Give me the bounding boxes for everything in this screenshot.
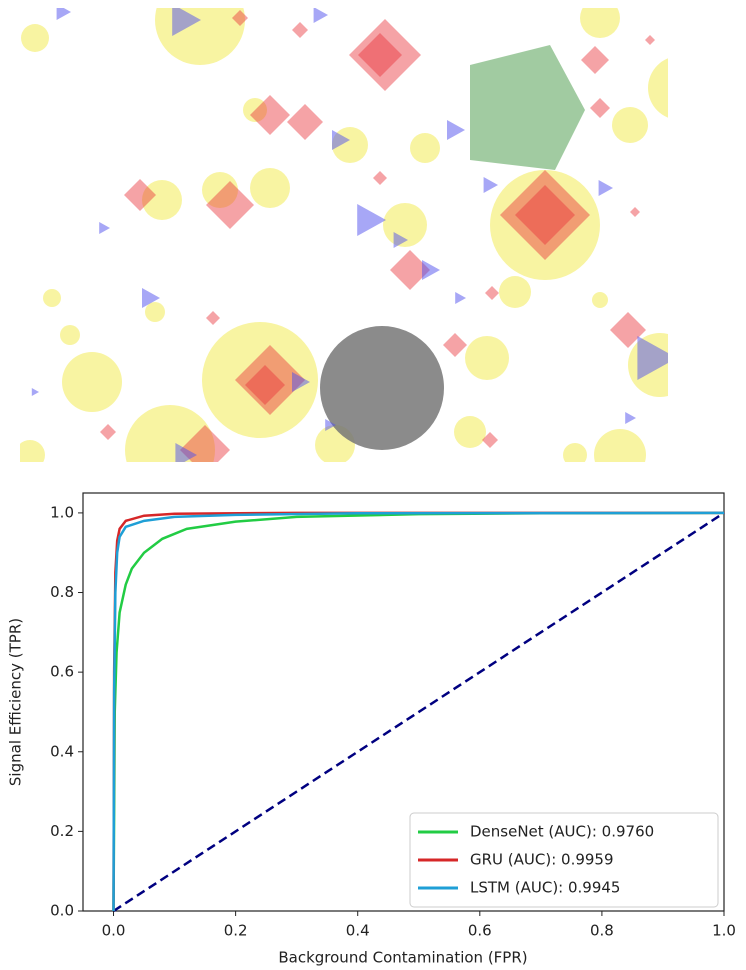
marker-triangle bbox=[393, 232, 408, 248]
marker-triangle bbox=[598, 180, 613, 196]
marker-diamond bbox=[358, 33, 402, 77]
marker-circle bbox=[410, 133, 440, 163]
marker-circle bbox=[243, 98, 267, 122]
marker-triangle bbox=[325, 419, 336, 431]
x-tick-label: 0.2 bbox=[224, 922, 248, 940]
legend-box bbox=[409, 812, 719, 908]
event-display bbox=[20, 8, 710, 462]
marker-triangle bbox=[56, 8, 71, 20]
x-tick-label: 1.0 bbox=[712, 922, 736, 940]
marker-diamond bbox=[124, 179, 156, 211]
marker-triangle bbox=[142, 288, 160, 308]
marker-triangle bbox=[313, 8, 328, 23]
marker-circle bbox=[490, 170, 600, 280]
marker-circle bbox=[612, 107, 648, 143]
marker-diamond bbox=[373, 171, 387, 185]
marker-circle bbox=[155, 8, 245, 65]
marker-diamond bbox=[206, 181, 254, 229]
marker-circle bbox=[648, 58, 668, 118]
marker-circle bbox=[145, 302, 165, 322]
marker-triangle bbox=[483, 177, 498, 193]
plot-frame bbox=[82, 492, 725, 912]
shapes bbox=[20, 8, 710, 462]
marker-diamond bbox=[610, 312, 646, 348]
legend-label: GRU (AUC): 0.9959 bbox=[470, 851, 614, 869]
marker-triangle bbox=[31, 388, 39, 396]
marker-triangle bbox=[625, 412, 636, 424]
marker-diamond bbox=[470, 45, 585, 170]
marker-triangle bbox=[422, 260, 440, 280]
marker-circle bbox=[21, 24, 49, 52]
roc-line bbox=[112, 511, 725, 912]
marker-circle bbox=[690, 30, 710, 50]
marker-triangle bbox=[332, 130, 350, 150]
x-tick-label: 0.6 bbox=[468, 922, 492, 940]
marker-triangle bbox=[637, 336, 668, 380]
marker-circle bbox=[454, 416, 486, 448]
y-axis-label: Signal Efficiency (TPR) bbox=[7, 618, 25, 786]
marker-circle bbox=[592, 292, 608, 308]
y-tick-label: 0.6 bbox=[50, 663, 74, 681]
marker-circle bbox=[202, 172, 238, 208]
marker-circle bbox=[62, 352, 122, 412]
marker-diamond bbox=[245, 365, 285, 405]
y-tick-label: 0.2 bbox=[50, 822, 74, 840]
marker-triangle bbox=[292, 372, 310, 392]
x-tick-label: 0.8 bbox=[590, 922, 614, 940]
marker-diamond bbox=[515, 185, 575, 245]
marker-triangle bbox=[357, 204, 386, 236]
marker-circle bbox=[142, 180, 182, 220]
y-tick-label: 1.0 bbox=[50, 503, 74, 521]
marker-diamond bbox=[232, 10, 248, 26]
marker-circle bbox=[580, 8, 620, 38]
marker-diamond bbox=[292, 22, 308, 38]
marker-diamond bbox=[206, 311, 220, 325]
marker-triangle bbox=[447, 120, 465, 140]
marker-diamond bbox=[485, 286, 499, 300]
marker-diamond bbox=[500, 170, 590, 260]
roc-line bbox=[112, 511, 725, 912]
marker-diamond bbox=[349, 19, 421, 91]
marker-diamond bbox=[482, 432, 498, 448]
marker-circle bbox=[594, 429, 646, 462]
marker-circle bbox=[499, 276, 531, 308]
y-tick-label: 0.8 bbox=[50, 583, 74, 601]
marker-diamond bbox=[630, 207, 640, 217]
marker-circle bbox=[20, 440, 45, 462]
legend-label: LSTM (AUC): 0.9945 bbox=[470, 879, 620, 897]
marker-triangle bbox=[172, 8, 201, 36]
reference-line bbox=[112, 511, 725, 913]
marker-triangle bbox=[175, 443, 197, 462]
marker-diamond bbox=[645, 35, 655, 45]
marker-circle bbox=[465, 336, 509, 380]
x-tick-label: 0.0 bbox=[102, 922, 126, 940]
marker-circle bbox=[202, 322, 318, 438]
legend-label: DenseNet (AUC): 0.9760 bbox=[470, 823, 654, 841]
marker-circle bbox=[250, 168, 290, 208]
marker-circle bbox=[563, 443, 587, 462]
marker-diamond bbox=[250, 95, 290, 135]
y-tick-label: 0.0 bbox=[50, 902, 74, 920]
x-tick-label: 0.4 bbox=[346, 922, 370, 940]
marker-diamond bbox=[390, 250, 430, 290]
marker-diamond bbox=[287, 104, 323, 140]
marker-diamond bbox=[590, 98, 610, 118]
marker-diamond bbox=[443, 333, 467, 357]
marker-circle bbox=[60, 325, 80, 345]
marker-diamond bbox=[100, 424, 116, 440]
x-axis-label: Background Contamination (FPR) bbox=[278, 949, 527, 967]
marker-circle bbox=[320, 326, 444, 450]
y-tick-label: 0.4 bbox=[50, 742, 74, 760]
marker-circle bbox=[125, 405, 215, 462]
marker-triangle bbox=[99, 222, 110, 234]
marker-circle bbox=[43, 289, 61, 307]
marker-diamond bbox=[235, 345, 305, 415]
marker-diamond bbox=[581, 46, 609, 74]
marker-triangle bbox=[455, 292, 466, 304]
